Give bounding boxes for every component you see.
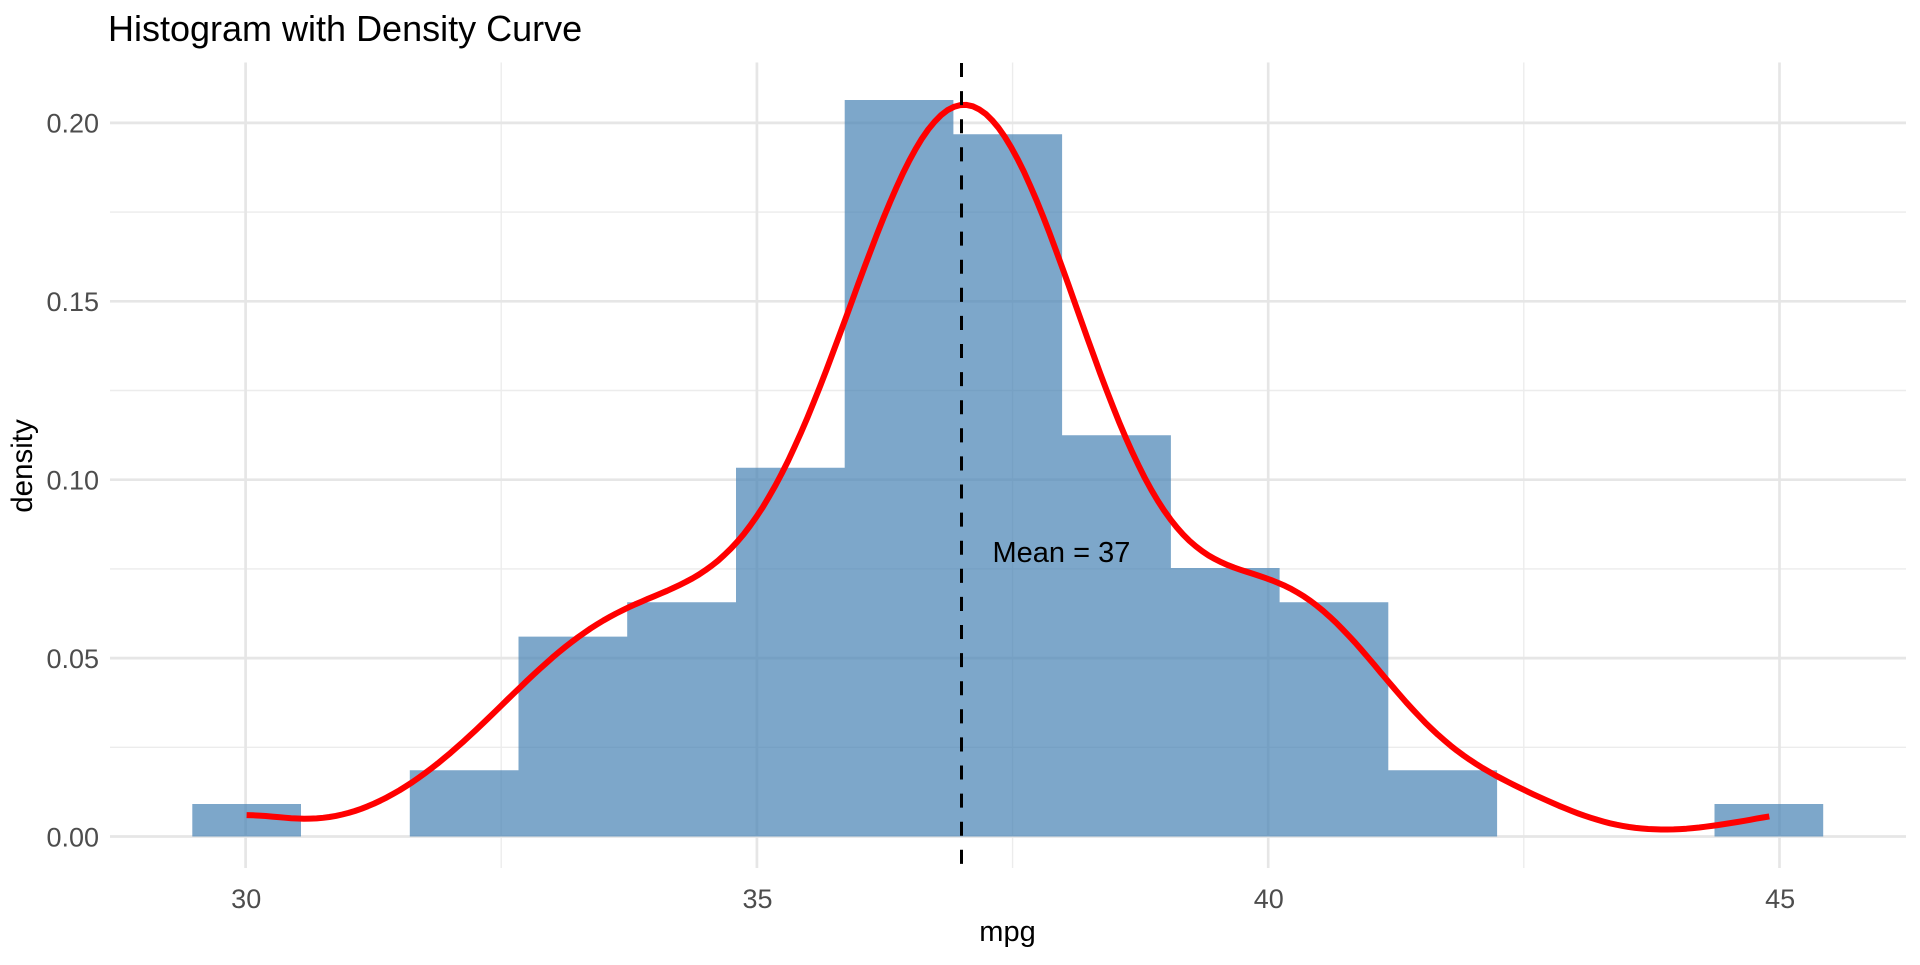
svg-text:0.05: 0.05 xyxy=(46,644,99,674)
svg-text:mpg: mpg xyxy=(979,916,1035,948)
svg-text:0.15: 0.15 xyxy=(46,287,99,317)
svg-text:35: 35 xyxy=(742,884,772,914)
svg-text:Histogram with Density Curve: Histogram with Density Curve xyxy=(108,8,582,49)
svg-text:30: 30 xyxy=(231,884,261,914)
svg-text:40: 40 xyxy=(1254,884,1284,914)
svg-text:0.20: 0.20 xyxy=(46,109,99,139)
svg-text:Mean = 37: Mean = 37 xyxy=(993,537,1131,569)
svg-text:45: 45 xyxy=(1765,884,1795,914)
svg-text:0.00: 0.00 xyxy=(46,822,99,852)
svg-text:0.10: 0.10 xyxy=(46,466,99,496)
svg-text:density: density xyxy=(6,419,39,513)
